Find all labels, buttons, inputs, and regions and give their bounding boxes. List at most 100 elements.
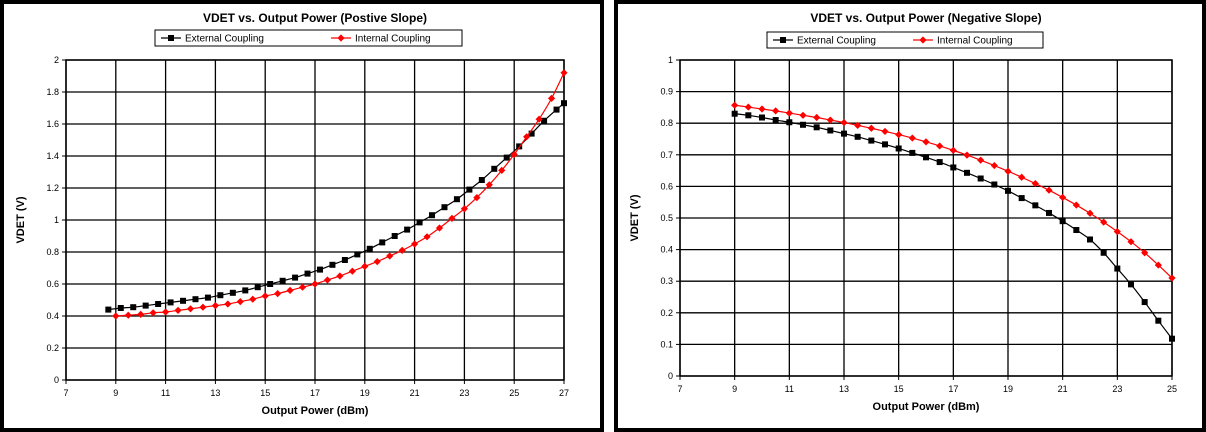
x-tick-label: 11 <box>785 384 794 394</box>
x-tick-label: 19 <box>1003 384 1013 394</box>
data-point-internal-coupling <box>1031 179 1039 188</box>
series-external-coupling <box>731 110 1175 342</box>
chart-title: VDET vs. Output Power (Negative Slope) <box>810 11 1041 25</box>
x-tick-label: 25 <box>1167 384 1177 394</box>
data-point-internal-coupling <box>137 310 145 318</box>
data-point-external-coupling <box>1046 209 1052 216</box>
data-point-internal-coupling <box>249 295 257 303</box>
data-point-external-coupling <box>453 196 460 203</box>
x-axis-title: Output Power (dBm) <box>262 405 369 417</box>
data-point-external-coupling <box>441 204 448 211</box>
y-tick-label: 0.6 <box>660 181 673 191</box>
legend: External Coupling Internal Coupling <box>766 31 1044 49</box>
y-tick-label: 0.9 <box>660 87 673 97</box>
data-point-external-coupling <box>1128 281 1134 288</box>
data-point-external-coupling <box>466 186 473 193</box>
data-point-internal-coupling <box>435 224 444 232</box>
chart-negative-slope: VDET vs. Output Power (Negative Slope) 0 0… <box>614 0 1206 432</box>
data-point-external-coupling <box>130 304 137 311</box>
chart-panel-negative-slope: VDET vs. Output Power (Negative Slope) 0 0… <box>614 0 1206 432</box>
gridlines <box>676 59 1173 380</box>
data-point-internal-coupling <box>323 276 332 284</box>
legend-label-internal-coupling: Internal Coupling <box>355 34 431 45</box>
data-point-internal-coupling <box>977 156 985 164</box>
x-tick-label: 13 <box>839 384 849 394</box>
legend-marker-internal-coupling <box>919 36 927 44</box>
legend-box <box>766 31 1044 49</box>
chart-panel-positive-slope: VDET vs. Output Power (Postive Slope) 0 0.… <box>0 0 604 432</box>
x-tick-label: 13 <box>210 388 220 398</box>
data-point-internal-coupling <box>963 151 971 159</box>
data-point-internal-coupling <box>510 150 518 158</box>
y-tick-label: 2 <box>54 55 59 65</box>
data-point-internal-coupling <box>311 280 319 288</box>
data-point-internal-coupling <box>949 146 957 154</box>
data-point-external-coupling <box>192 296 199 303</box>
data-point-external-coupling <box>366 245 373 252</box>
data-point-internal-coupling <box>361 262 369 270</box>
y-tick-label: 0.2 <box>660 308 673 318</box>
x-tick-label: 7 <box>677 384 682 394</box>
data-point-external-coupling <box>1005 187 1011 194</box>
data-point-external-coupling <box>923 154 929 161</box>
data-point-external-coupling <box>304 270 311 277</box>
data-point-external-coupling <box>786 119 793 126</box>
data-point-internal-coupling <box>274 290 282 298</box>
data-point-external-coupling <box>827 127 834 134</box>
legend: External Coupling Internal Coupling <box>154 29 463 47</box>
data-point-internal-coupling <box>423 233 431 241</box>
x-tick-label: 9 <box>113 388 118 398</box>
legend-marker-external-coupling <box>168 35 174 41</box>
legend-box <box>154 29 463 47</box>
data-point-external-coupling <box>1018 195 1025 202</box>
data-point-internal-coupling <box>523 133 531 141</box>
x-tick-label: 15 <box>260 388 270 398</box>
data-point-internal-coupling <box>1141 249 1149 257</box>
data-point-external-coupling <box>528 130 535 137</box>
data-point-internal-coupling <box>448 214 456 222</box>
data-point-internal-coupling <box>261 292 269 300</box>
data-point-external-coupling <box>229 289 236 296</box>
y-axis-title: VDET (V) <box>629 194 641 241</box>
legend-marker-internal-coupling <box>337 34 345 42</box>
data-point-external-coupling <box>167 299 174 306</box>
data-point-external-coupling <box>478 177 485 183</box>
data-point-internal-coupling <box>336 272 344 280</box>
data-point-internal-coupling <box>535 115 543 123</box>
y-tick-label: 0.4 <box>46 311 59 321</box>
data-point-internal-coupling <box>922 138 930 146</box>
data-point-external-coupling <box>279 277 286 284</box>
data-point-internal-coupling <box>1018 173 1026 181</box>
data-point-external-coupling <box>841 130 847 137</box>
y-tick-label: 0.6 <box>46 279 59 289</box>
y-tick-label: 1 <box>54 215 59 225</box>
data-point-external-coupling <box>391 233 398 239</box>
data-point-internal-coupling <box>112 312 120 320</box>
x-tick-label: 9 <box>732 384 737 394</box>
data-point-external-coupling <box>1114 265 1121 272</box>
data-point-external-coupling <box>731 110 738 117</box>
data-point-internal-coupling <box>286 286 294 294</box>
data-point-internal-coupling <box>411 240 419 248</box>
data-point-internal-coupling <box>348 267 356 275</box>
legend-label-internal-coupling: Internal Coupling <box>937 36 1013 47</box>
data-point-internal-coupling <box>124 311 132 319</box>
data-point-internal-coupling <box>758 105 766 113</box>
data-point-internal-coupling <box>174 306 182 314</box>
data-point-internal-coupling <box>386 252 394 260</box>
data-point-external-coupling <box>977 175 984 182</box>
data-point-external-coupling <box>561 100 567 107</box>
legend-marker-external-coupling <box>780 37 786 43</box>
series-internal-coupling <box>112 69 568 320</box>
data-point-internal-coupling <box>1154 261 1162 269</box>
data-point-external-coupling <box>950 164 957 171</box>
x-tick-label: 23 <box>459 388 469 398</box>
data-point-external-coupling <box>267 281 274 287</box>
data-point-external-coupling <box>1059 218 1066 225</box>
data-point-external-coupling <box>895 145 902 152</box>
data-point-internal-coupling <box>1168 274 1176 282</box>
gridlines <box>62 59 565 384</box>
data-point-external-coupling <box>242 287 249 294</box>
x-tick-label: 19 <box>360 388 370 398</box>
data-point-internal-coupling <box>1004 167 1012 175</box>
